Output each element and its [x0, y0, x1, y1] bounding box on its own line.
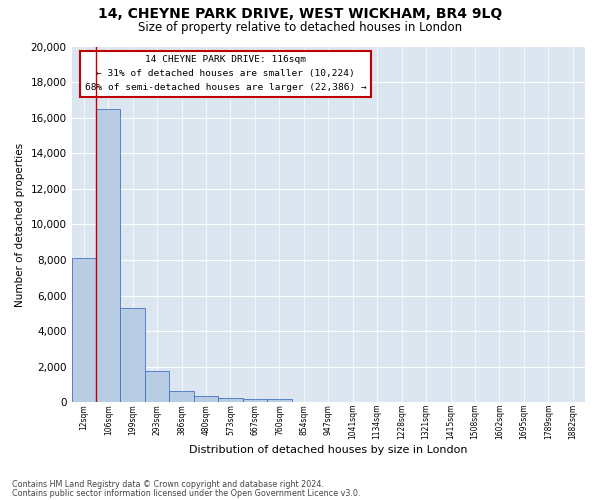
Bar — [242, 398, 267, 402]
Y-axis label: Number of detached properties: Number of detached properties — [15, 142, 25, 306]
Bar — [121, 308, 145, 402]
Bar — [145, 372, 169, 402]
Bar — [169, 391, 194, 402]
Text: 14, CHEYNE PARK DRIVE, WEST WICKHAM, BR4 9LQ: 14, CHEYNE PARK DRIVE, WEST WICKHAM, BR4… — [98, 8, 502, 22]
Bar — [194, 396, 218, 402]
Text: Size of property relative to detached houses in London: Size of property relative to detached ho… — [138, 21, 462, 34]
Bar — [218, 398, 242, 402]
Text: Contains public sector information licensed under the Open Government Licence v3: Contains public sector information licen… — [12, 488, 361, 498]
Bar — [71, 258, 96, 402]
Bar — [267, 399, 292, 402]
Text: 14 CHEYNE PARK DRIVE: 116sqm
← 31% of detached houses are smaller (10,224)
68% o: 14 CHEYNE PARK DRIVE: 116sqm ← 31% of de… — [85, 56, 367, 92]
Text: Contains HM Land Registry data © Crown copyright and database right 2024.: Contains HM Land Registry data © Crown c… — [12, 480, 324, 489]
X-axis label: Distribution of detached houses by size in London: Distribution of detached houses by size … — [189, 445, 467, 455]
Bar — [96, 109, 121, 403]
